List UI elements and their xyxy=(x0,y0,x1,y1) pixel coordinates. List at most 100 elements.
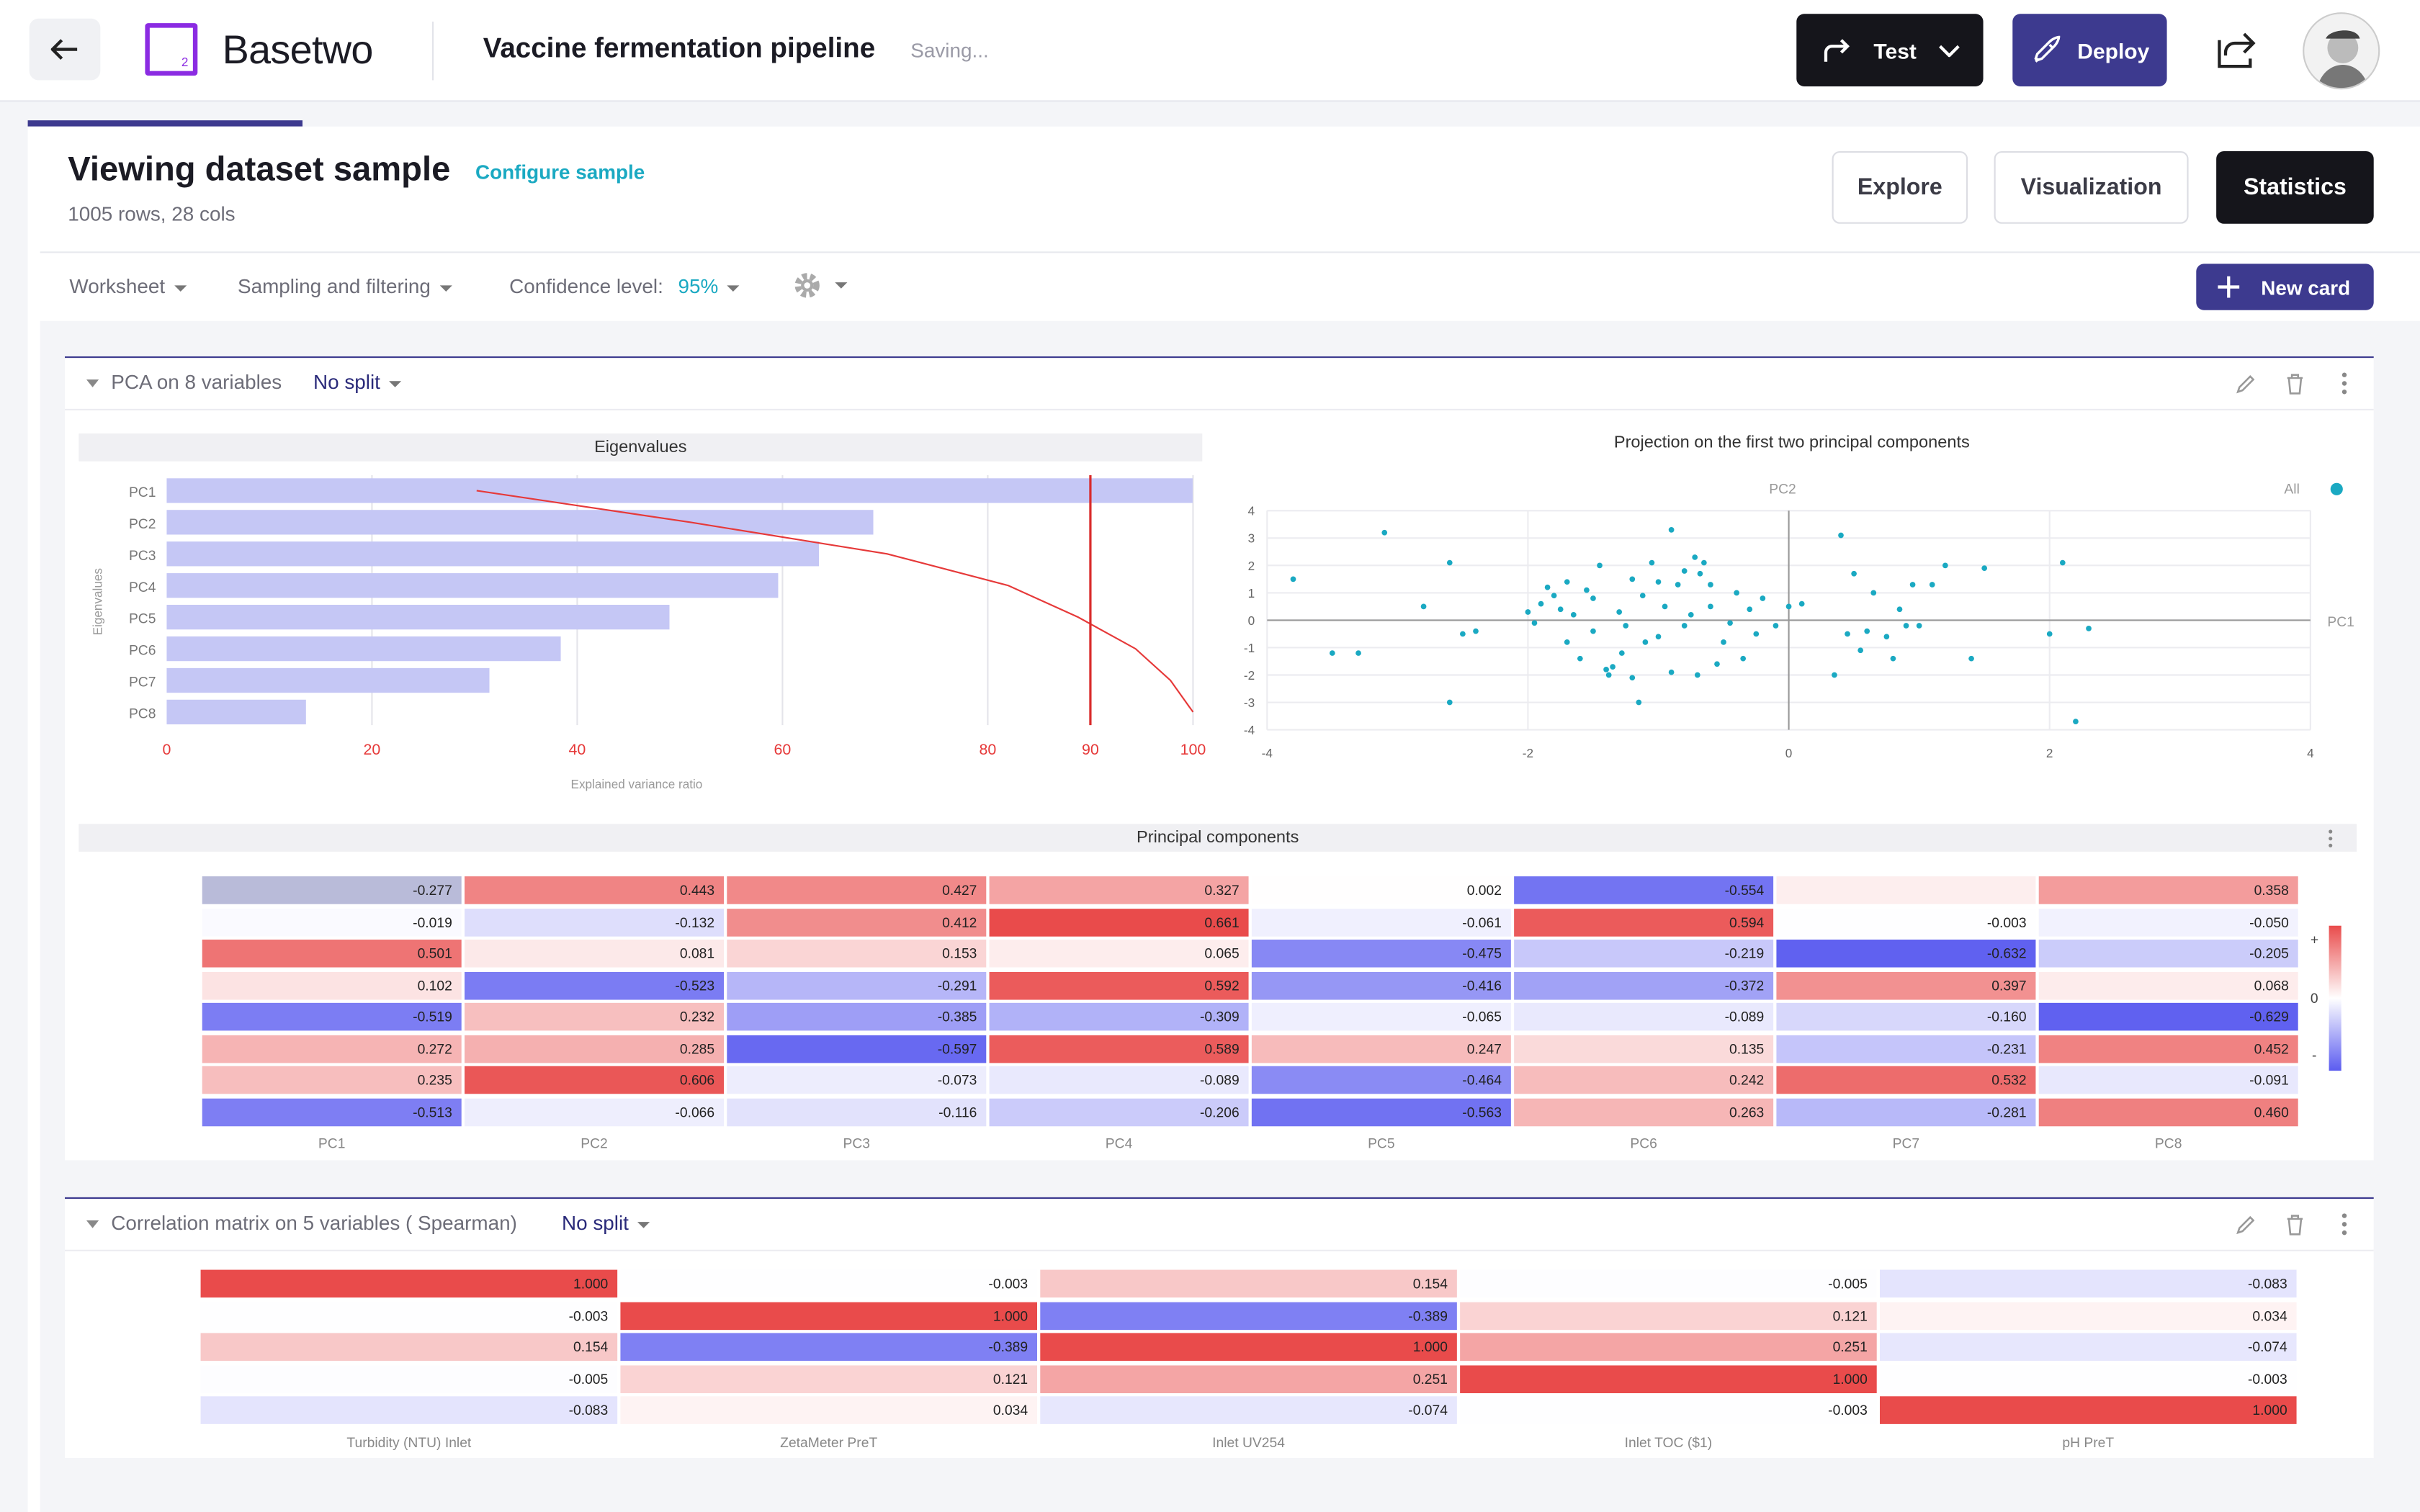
heatmap-cell: -0.089 xyxy=(989,1066,1249,1094)
brand-logo[interactable]: 2 Basetwo xyxy=(145,23,374,76)
heatmap-cell: 0.121 xyxy=(620,1364,1037,1392)
trash-icon[interactable] xyxy=(2284,372,2305,395)
back-button[interactable] xyxy=(29,18,101,81)
heatmap-cell: -0.629 xyxy=(2038,1002,2298,1031)
bar xyxy=(166,541,820,567)
data-point xyxy=(2059,559,2066,566)
confidence-dropdown[interactable]: Confidence level: 95% xyxy=(509,274,740,298)
sampling-dropdown[interactable]: Sampling and filtering xyxy=(238,274,452,298)
card-header: PCA on 8 variables No split xyxy=(65,358,2374,410)
data-point xyxy=(1697,570,1703,577)
heatmap-cell: -0.003 xyxy=(1460,1396,1877,1424)
settings-dropdown[interactable] xyxy=(792,270,848,301)
heatmap-cell: 0.594 xyxy=(1514,908,1774,936)
card-header: Correlation matrix on 5 variables ( Spea… xyxy=(65,1199,2374,1251)
eigen-title: Eigenvalues xyxy=(594,438,687,457)
x-tick: 4 xyxy=(2307,746,2314,760)
cumulative-line xyxy=(476,490,1194,713)
test-button[interactable]: Test xyxy=(1796,14,1984,86)
data-point xyxy=(1629,576,1636,582)
data-point xyxy=(1668,669,1675,675)
column-label: PC1 xyxy=(318,1135,346,1151)
share-button[interactable] xyxy=(2213,28,2259,71)
heatmap-cell: -0.219 xyxy=(1514,940,1774,968)
redirect-icon xyxy=(1824,38,1850,61)
y-tick: 0 xyxy=(1248,613,1255,628)
page-title: Viewing dataset sample xyxy=(68,149,451,189)
bar xyxy=(166,699,306,725)
worksheet-dropdown[interactable]: Worksheet xyxy=(69,274,187,298)
column-label: ZetaMeter PreT xyxy=(780,1434,878,1451)
pipeline-title[interactable]: Vaccine fermentation pipeline xyxy=(483,32,876,63)
bar-label: PC3 xyxy=(129,549,156,564)
tab-statistics[interactable]: Statistics xyxy=(2216,151,2374,224)
chart-title-bar xyxy=(79,433,1203,462)
data-point xyxy=(1681,568,1688,574)
y-tick: 1 xyxy=(1248,586,1255,600)
test-label: Test xyxy=(1873,37,1917,63)
data-point xyxy=(1708,582,1713,588)
more-icon[interactable] xyxy=(2340,372,2349,395)
collapse-icon[interactable] xyxy=(86,1220,99,1228)
heatmap-cell: -0.003 xyxy=(620,1269,1037,1298)
heatmap-cell: -0.554 xyxy=(1514,876,1774,904)
split-dropdown[interactable]: No split xyxy=(313,370,402,393)
heatmap-cell: -0.632 xyxy=(1776,940,2036,968)
bar-label: PC7 xyxy=(129,675,156,690)
heatmap-cell: -0.074 xyxy=(1040,1396,1457,1424)
y-tick: 3 xyxy=(1248,531,1255,546)
projection-chart: 4 3 2 1 0 -1 -2 -3 -4 -4 -2 0 2 4 PC2 PC1 All xyxy=(1244,482,2354,760)
data-point xyxy=(1544,584,1551,590)
data-point xyxy=(1603,667,1609,672)
edit-icon[interactable] xyxy=(2235,374,2257,395)
heatmap-cell: -0.277 xyxy=(202,876,462,904)
split-dropdown[interactable]: No split xyxy=(562,1211,650,1234)
heatmap-cell: 0.661 xyxy=(989,908,1249,936)
data-point xyxy=(1564,579,1570,585)
x-tick: -2 xyxy=(1523,746,1533,760)
brand-name: Basetwo xyxy=(222,25,374,72)
column-label: PC4 xyxy=(1105,1135,1133,1151)
heatmap-cell: 0.002 xyxy=(1251,876,1511,904)
legend-minus: - xyxy=(2312,1048,2317,1063)
bar xyxy=(166,573,779,598)
heatmap-cell: 0.135 xyxy=(1514,1034,1774,1063)
column-label: PC2 xyxy=(581,1135,608,1151)
card-title: PCA on 8 variables xyxy=(111,370,282,394)
tab-visualization[interactable]: Visualization xyxy=(1994,151,2189,224)
heatmap-cell: -0.597 xyxy=(727,1034,987,1063)
data-point xyxy=(1597,562,1603,569)
tab-explore[interactable]: Explore xyxy=(1832,151,1968,224)
collapse-icon[interactable] xyxy=(86,379,99,387)
heatmap-cell: 0.327 xyxy=(989,876,1249,904)
data-point xyxy=(1903,623,1909,629)
column-label: PC6 xyxy=(1630,1135,1657,1151)
data-point xyxy=(1832,672,1837,678)
bar-label: PC4 xyxy=(129,580,156,595)
heatmap-cell: -0.005 xyxy=(200,1364,618,1392)
data-point xyxy=(1570,611,1577,618)
heatmap-cell: 0.081 xyxy=(465,940,724,968)
bar-label: PC8 xyxy=(129,706,156,721)
data-point xyxy=(1531,620,1538,626)
data-point xyxy=(1785,603,1792,610)
data-point xyxy=(1981,565,1988,572)
configure-sample-link[interactable]: Configure sample xyxy=(475,160,645,184)
more-icon[interactable] xyxy=(2326,829,2335,849)
x-tick: 0 xyxy=(162,741,171,758)
pc-title: Principal components xyxy=(1137,828,1299,847)
data-point xyxy=(1942,562,1948,569)
y-tick: -2 xyxy=(1244,668,1255,683)
data-point xyxy=(1616,609,1623,615)
user-avatar[interactable] xyxy=(2303,12,2380,90)
deploy-button[interactable]: Deploy xyxy=(2012,14,2167,86)
heatmap-cell: 1.000 xyxy=(200,1269,618,1298)
eigenvalues-chart: PC1 PC2 PC3 PC4 PC5 PC6 PC7 PC8 0 20 40 60 80 90 100 Ex… xyxy=(90,474,1206,791)
new-card-button[interactable]: New card xyxy=(2196,264,2374,310)
more-icon[interactable] xyxy=(2340,1212,2349,1236)
edit-icon[interactable] xyxy=(2235,1214,2257,1236)
trash-icon[interactable] xyxy=(2284,1212,2305,1236)
data-point xyxy=(1845,631,1850,637)
heatmap-cell: -0.309 xyxy=(989,1002,1249,1031)
data-point xyxy=(1929,582,1935,588)
